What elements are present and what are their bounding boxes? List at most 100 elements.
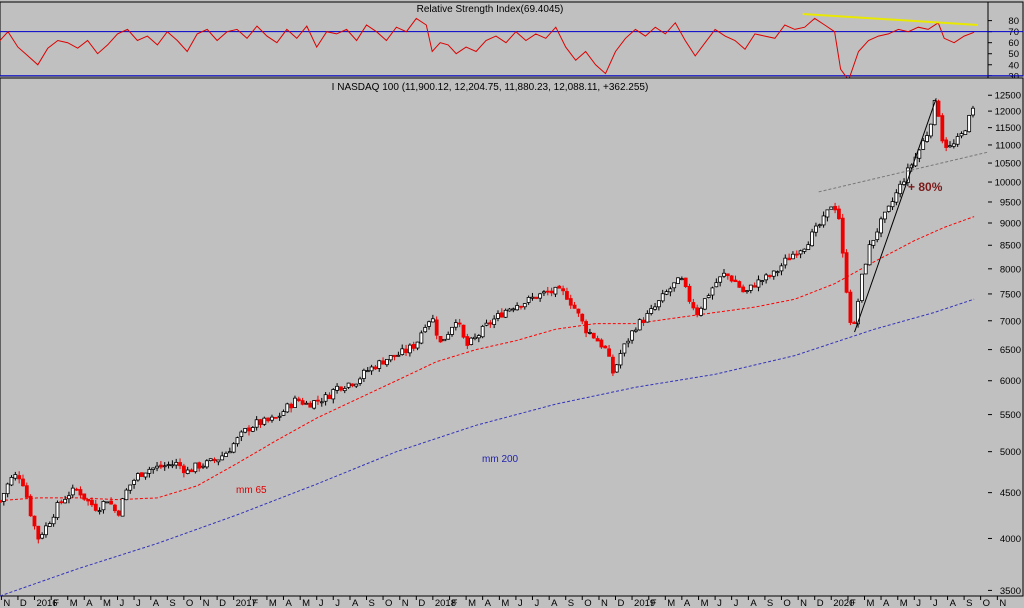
candle-body [151, 467, 156, 470]
candle-body [484, 322, 489, 326]
price-title: I NASDAQ 100 (11,900.12, 12,204.75, 11,8… [332, 82, 649, 93]
candle-body [503, 309, 508, 318]
candle-body [687, 285, 692, 302]
x-tick-label: A [883, 598, 890, 608]
candle-body [660, 293, 665, 302]
candle-body [538, 293, 543, 299]
candle-body [626, 340, 631, 344]
x-tick-label: D [20, 598, 27, 608]
candle-body [561, 288, 566, 292]
x-tick-label: F [850, 598, 856, 608]
price-tick-label: 5500 [1000, 410, 1021, 421]
candle-body [787, 257, 792, 261]
candle-body [526, 297, 531, 303]
candle-body [829, 206, 834, 210]
candle-body [603, 345, 608, 349]
candle-body [791, 253, 795, 260]
candle-body [921, 140, 926, 150]
candle-body [971, 107, 975, 116]
candle-body [136, 473, 140, 481]
x-tick-label: M [701, 598, 709, 608]
candle-body [622, 343, 627, 354]
candle-body [802, 248, 807, 252]
x-tick-label: 2020 [833, 598, 854, 608]
mm200-label: mm 200 [482, 454, 519, 465]
x-tick-label: S [369, 598, 375, 608]
price-tick-label: 9000 [1000, 219, 1021, 230]
candle-body [423, 327, 428, 333]
candle-body [124, 489, 129, 501]
x-tick-label: F [252, 598, 258, 608]
candle-body [189, 469, 194, 473]
candle-body [193, 462, 198, 473]
price-tick-label: 6500 [1000, 345, 1021, 356]
candle-body [247, 427, 251, 432]
candle-body [710, 287, 715, 296]
candle-body [5, 483, 10, 495]
price-tick-label: 6000 [1000, 376, 1021, 387]
price-panel: 3500 4000 4500 5000 5500 6000 6500 7000 7500 8000… [0, 77, 1024, 608]
candle-body [450, 326, 454, 335]
rsi-tick-label: 60 [1008, 38, 1019, 49]
x-tick-label: M [501, 598, 509, 608]
candle-body [132, 479, 136, 485]
candle-body [886, 205, 891, 212]
x-tick-label: A [86, 598, 93, 608]
candle-body [300, 400, 305, 405]
candle-body [381, 360, 385, 365]
candle-body [545, 290, 550, 293]
candle-body [955, 136, 960, 145]
candle-body [856, 300, 860, 325]
candle-body [430, 318, 435, 323]
candle-body [339, 386, 343, 391]
candle-body [174, 461, 179, 466]
candle-body [319, 401, 324, 404]
candle-body [565, 291, 569, 300]
candle-body [837, 208, 841, 220]
candle-body [676, 277, 680, 284]
candle-body [113, 504, 117, 512]
candle-body [645, 313, 650, 323]
candle-body [388, 355, 393, 361]
candle-body [70, 487, 75, 496]
x-tick-label: M [70, 598, 78, 608]
candle-body [181, 465, 186, 474]
candle-body [285, 403, 290, 413]
candle-body [109, 500, 113, 505]
candle-body [346, 382, 351, 388]
x-tick-label: O [385, 598, 392, 608]
candle-body [821, 215, 826, 226]
candle-body [377, 360, 382, 369]
candle-body [453, 322, 458, 328]
candle-body [21, 478, 25, 487]
candle-body [331, 389, 336, 400]
candle-body [120, 498, 125, 517]
candle-body [442, 338, 447, 342]
candle-body [116, 510, 121, 516]
price-tick-label: 12500 [995, 91, 1021, 102]
candle-body [47, 523, 52, 527]
candle-body [312, 400, 317, 409]
candle-body [1, 493, 6, 502]
candle-body [63, 498, 68, 504]
candle-body [162, 465, 167, 468]
candle-body [17, 475, 22, 480]
candle-body [637, 319, 642, 331]
candle-body [733, 279, 738, 283]
candle-body [155, 465, 159, 469]
rsi-tick-label: 50 [1008, 49, 1019, 60]
candle-body [90, 499, 94, 506]
candle-body [178, 462, 182, 467]
candle-body [875, 231, 880, 241]
candle-body [231, 443, 236, 453]
candle-body [882, 211, 887, 220]
x-tick-label: A [750, 598, 757, 608]
candle-body [469, 337, 474, 345]
candle-body [365, 370, 370, 373]
candle-body [281, 411, 286, 416]
candle-body [32, 515, 37, 527]
candle-body [166, 464, 171, 466]
price-tick-label: 8500 [1000, 241, 1021, 252]
candle-body [392, 354, 397, 358]
candle-body [354, 383, 359, 387]
